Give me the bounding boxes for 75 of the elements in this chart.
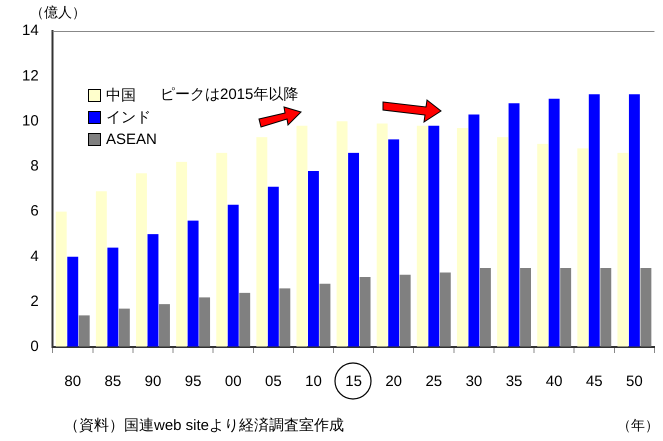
bar <box>56 212 67 346</box>
y-tick-label: 12 <box>22 67 39 84</box>
x-axis-title: （年） <box>617 417 659 435</box>
legend-label: ASEAN <box>106 130 157 148</box>
text: （資料）国連web siteより経済調査室作成 <box>64 416 344 435</box>
bar <box>188 220 199 346</box>
bar <box>520 268 531 346</box>
bar <box>228 204 239 346</box>
x-tick-label: 80 <box>64 373 82 390</box>
bar <box>336 121 348 346</box>
bar <box>640 268 652 346</box>
annotation: ピークは2015年以降 <box>160 85 298 105</box>
bar <box>176 162 188 346</box>
bar <box>497 137 508 346</box>
bar <box>428 126 440 346</box>
x-tick-label: 90 <box>144 373 162 390</box>
bar <box>268 186 279 346</box>
x-tick-label: 20 <box>385 373 402 390</box>
x-tick-label: 85 <box>104 373 122 390</box>
y-tick-label: 2 <box>30 293 39 310</box>
bar <box>440 272 451 346</box>
bar <box>118 308 130 346</box>
y-tick-label: 4 <box>30 248 39 265</box>
bar <box>480 268 491 346</box>
x-tick-label: 10 <box>305 373 322 390</box>
y-tick-label: 0 <box>30 338 39 356</box>
y-axis-title: （億人） <box>30 4 86 22</box>
bar <box>296 126 308 346</box>
bar <box>560 268 572 346</box>
bar <box>136 173 147 346</box>
bar <box>416 126 428 346</box>
y-tick-label: 6 <box>30 202 39 220</box>
bar <box>199 297 210 346</box>
bar <box>148 234 158 346</box>
bar <box>617 152 628 346</box>
x-tick-label: 05 <box>264 373 282 390</box>
y-tick-label: 14 <box>22 22 39 40</box>
bar <box>216 152 228 346</box>
x-tick-label: 15 <box>345 373 362 390</box>
y-tick-label: 10 <box>22 112 39 130</box>
bar <box>360 277 371 346</box>
bar <box>577 148 588 346</box>
x-tick-label: 30 <box>466 373 482 390</box>
bar <box>67 256 78 346</box>
bar <box>600 268 612 346</box>
bar <box>348 152 360 346</box>
x-tick-label: 35 <box>506 373 522 390</box>
bar <box>468 114 480 346</box>
x-tick-label: 45 <box>586 373 603 390</box>
bar <box>588 94 600 346</box>
bar <box>508 103 520 346</box>
x-tick-label: 00 <box>224 373 242 390</box>
y-tick-label: 8 <box>30 158 39 175</box>
x-tick-label: 40 <box>546 373 562 390</box>
bar <box>456 128 468 346</box>
bar <box>308 170 319 346</box>
bar <box>96 191 107 346</box>
x-tick-label: 25 <box>425 373 442 390</box>
bar <box>537 144 548 346</box>
bar <box>319 284 330 346</box>
bar <box>239 292 250 346</box>
bar <box>279 288 290 346</box>
bar <box>107 248 118 346</box>
bar <box>256 137 268 346</box>
bar <box>628 94 640 346</box>
bar <box>376 124 388 346</box>
bar <box>400 274 411 346</box>
bar <box>548 98 560 346</box>
x-tick-label: 95 <box>184 373 202 390</box>
legend-label: 中国 <box>106 86 136 104</box>
bar <box>78 315 90 346</box>
legend-label: インド <box>106 108 151 126</box>
bar <box>159 304 170 346</box>
x-tick-label: 50 <box>626 373 643 390</box>
bar <box>388 139 400 346</box>
